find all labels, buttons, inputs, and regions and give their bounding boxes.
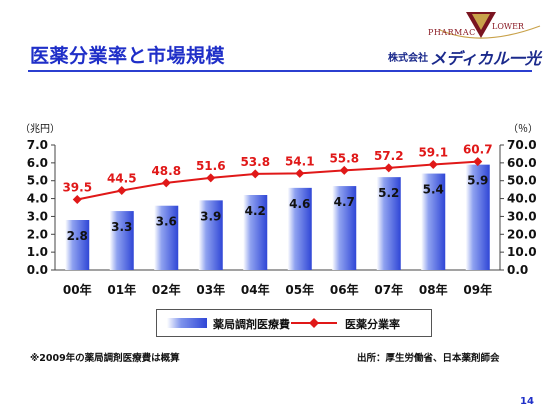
line-marker [250, 169, 260, 179]
chart-legend: 薬局調剤医療費 医薬分業率 [156, 309, 432, 337]
bar-value-label: 5.4 [423, 183, 444, 197]
bar-value-label: 3.9 [200, 209, 221, 223]
x-axis-category-label: 02年 [152, 282, 181, 297]
right-axis-unit: （％） [508, 124, 538, 135]
bar-value-label: 3.3 [111, 220, 132, 234]
line-value-label: 55.8 [329, 151, 359, 165]
line-marker [428, 159, 438, 169]
line-value-label: 51.6 [196, 159, 226, 173]
x-axis-category-label: 06年 [330, 282, 359, 297]
logo-pharmac-text: PHARMAC [428, 28, 476, 37]
line-marker [473, 157, 483, 167]
line-marker [117, 186, 127, 196]
left-axis-tick-label: 3.0 [27, 209, 48, 223]
bar [332, 186, 357, 270]
x-axis-category-label: 08年 [419, 282, 448, 297]
bar-value-label: 4.6 [289, 197, 310, 211]
line-value-label: 44.5 [107, 172, 137, 186]
logo-flower-text: LOWER [492, 22, 524, 31]
right-axis-tick-label: 70.0 [507, 138, 537, 152]
flower-logo-icon [439, 12, 541, 39]
right-axis-tick-label: 60.0 [507, 156, 537, 170]
line-value-label: 59.1 [418, 145, 448, 159]
combo-chart: 0.0 1.0 2.0 3.0 4.0 5.0 6.0 7.0 0.0 10.0 20.0 30.0 4… [27, 138, 537, 297]
bar [198, 200, 223, 270]
right-axis-tick-label: 50.0 [507, 174, 537, 188]
page-number: 14 [520, 396, 534, 407]
line-value-label: 39.5 [62, 180, 92, 194]
legend-bar-label: 薬局調剤医療費 [213, 318, 290, 331]
company-prefix: 株式会社 [388, 53, 428, 64]
bar-value-label: 5.9 [467, 174, 488, 188]
right-axis-tick-label: 10.0 [507, 245, 537, 259]
line-marker [339, 165, 349, 175]
left-axis-tick-label: 7.0 [27, 138, 48, 152]
line-marker [72, 194, 82, 204]
bar [376, 177, 401, 270]
bar [154, 205, 179, 270]
line-value-label: 60.7 [463, 143, 493, 157]
line-series-path [77, 160, 478, 201]
bar-value-label: 4.7 [334, 195, 355, 209]
line-value-label: 48.8 [151, 164, 181, 178]
x-axis-category-label: 09年 [463, 282, 492, 297]
company-name: メディカル一光 [430, 49, 541, 68]
left-axis-tick-label: 1.0 [27, 245, 48, 259]
x-axis-category-label: 01年 [107, 282, 136, 297]
bar-value-label: 4.2 [245, 204, 266, 218]
left-axis-tick-label: 2.0 [27, 227, 48, 241]
legend-line-label: 医薬分業率 [345, 318, 400, 331]
x-axis-category-label: 05年 [285, 282, 314, 297]
right-axis-tick-label: 0.0 [507, 263, 528, 277]
x-axis-category-label: 00年 [63, 282, 92, 297]
line-value-label: 54.1 [285, 154, 315, 168]
line-marker [384, 163, 394, 173]
line-value-label: 53.8 [240, 155, 270, 169]
right-axis-tick-label: 40.0 [507, 192, 537, 206]
title-divider [28, 70, 532, 72]
right-axis-tick-label: 30.0 [507, 209, 537, 223]
left-axis-tick-label: 5.0 [27, 174, 48, 188]
bar [465, 164, 490, 270]
bar [65, 220, 90, 270]
bar [421, 173, 446, 270]
left-axis-tick-label: 4.0 [27, 192, 48, 206]
left-axis-tick-label: 0.0 [27, 263, 48, 277]
bar-value-label: 3.6 [156, 215, 177, 229]
x-axis-category-label: 04年 [241, 282, 270, 297]
bar [109, 211, 134, 270]
x-axis-category-label: 07年 [374, 282, 403, 297]
slide-title: 医薬分業率と市場規模 [30, 45, 226, 67]
company-logo: PHARMAC LOWER 株式会社 メディカル一光 [380, 8, 555, 72]
right-axis-tick-label: 20.0 [507, 227, 537, 241]
left-axis-tick-label: 6.0 [27, 156, 48, 170]
left-axis-unit: （兆円） [20, 124, 60, 135]
bar-value-label: 5.2 [378, 186, 399, 200]
legend-line-swatch [291, 318, 337, 328]
legend-bar-swatch [167, 318, 207, 328]
line-marker [206, 173, 216, 183]
x-axis-category-label: 03年 [196, 282, 225, 297]
bar [287, 187, 312, 270]
bar-value-label: 2.8 [67, 229, 88, 243]
bar [243, 195, 268, 270]
source-note: 出所：厚生労働省、日本薬剤師会 [357, 353, 500, 364]
line-marker [295, 168, 305, 178]
line-marker [161, 178, 171, 188]
line-value-label: 57.2 [374, 149, 404, 163]
footnote: ※2009年の薬局調剤医療費は概算 [30, 353, 180, 364]
